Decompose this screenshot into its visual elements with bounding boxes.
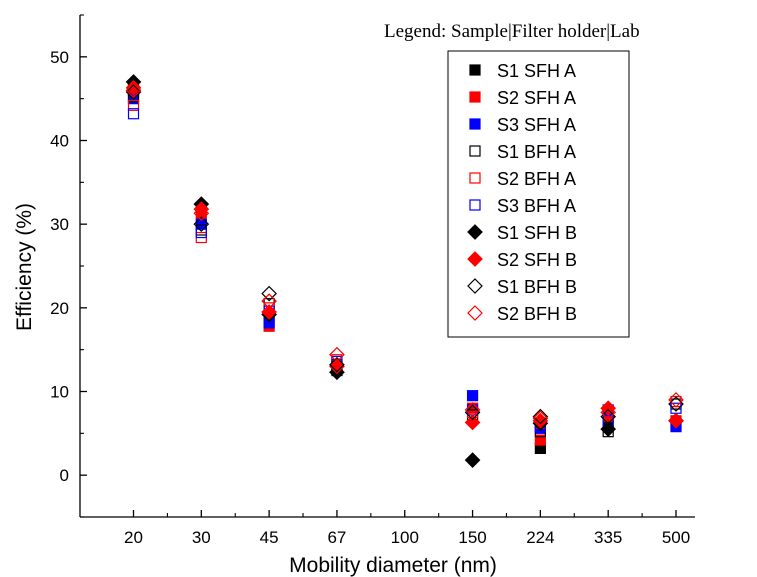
legend: S1 SFH A S2 SFH A S3 SFH A S1 BFH A S2 BFH A… xyxy=(447,50,630,338)
data-point xyxy=(668,412,684,429)
legend-items: S1 SFH A S2 SFH A S3 SFH A S1 BFH A S2 BFH A… xyxy=(467,61,577,324)
legend-label: S2 BFH A xyxy=(497,169,576,189)
data-point xyxy=(193,201,210,217)
data-point xyxy=(195,226,207,239)
legend-marker xyxy=(467,251,483,267)
data-point xyxy=(329,358,345,375)
y-tick-label: 50 xyxy=(50,48,69,67)
data-point xyxy=(329,346,345,363)
y-tick-label: 40 xyxy=(50,132,69,151)
legend-marker xyxy=(469,145,481,157)
x-tick-label: 335 xyxy=(594,528,622,547)
x-tick-label: 500 xyxy=(662,528,690,547)
data-point xyxy=(532,408,549,425)
legend-label: S1 SFH A xyxy=(497,61,576,81)
legend-marker xyxy=(469,172,481,184)
data-point xyxy=(466,390,479,402)
data-point xyxy=(193,216,210,233)
x-tick-label: 224 xyxy=(526,528,554,547)
legend-label: S3 SFH A xyxy=(497,115,576,135)
x-tick-label: 20 xyxy=(124,528,143,547)
legend-label: S1 BFH A xyxy=(497,142,576,162)
legend-marker xyxy=(469,64,481,76)
data-point xyxy=(125,82,142,99)
y-tick-label: 0 xyxy=(60,466,69,485)
x-tick-group: 20 30 45 67 100 150 224 335 500 xyxy=(124,510,690,547)
x-tick-label: 100 xyxy=(391,528,419,547)
data-point xyxy=(534,434,546,446)
data-point xyxy=(125,79,142,96)
legend-marker xyxy=(467,278,483,294)
y-axis-label: Efficiency (%) xyxy=(13,203,36,331)
data-point xyxy=(600,404,617,421)
legend-label: S2 BFH B xyxy=(497,304,577,324)
x-tick-label: 67 xyxy=(327,528,346,547)
legend-marker xyxy=(469,118,481,130)
data-point xyxy=(127,108,140,120)
y-tick-label: 20 xyxy=(50,299,69,318)
legend-label: S1 BFH B xyxy=(497,277,577,297)
legend-marker xyxy=(467,224,483,240)
x-tick-label: 45 xyxy=(260,528,279,547)
data-point xyxy=(261,304,277,320)
x-tick-label: 30 xyxy=(192,528,211,547)
data-point xyxy=(668,392,684,408)
data-point xyxy=(464,414,481,431)
data-point xyxy=(127,99,140,111)
legend-annotation: Legend: Sample|Filter holder|Lab xyxy=(384,21,640,42)
data-point xyxy=(195,218,207,230)
legend-marker xyxy=(469,91,481,103)
y-tick-group: 0 10 20 30 40 50 xyxy=(50,14,87,518)
data-point xyxy=(600,400,617,417)
data-point xyxy=(125,84,142,100)
data-point xyxy=(261,285,277,302)
legend-label: S3 BFH A xyxy=(497,196,576,216)
data-point xyxy=(261,293,277,309)
legend-label: S1 SFH B xyxy=(497,223,577,243)
data-point xyxy=(464,404,481,421)
x-tick-label: 150 xyxy=(458,528,486,547)
data-point xyxy=(464,402,481,418)
data-point xyxy=(464,452,481,468)
legend-label: S2 SFH B xyxy=(497,250,577,270)
x-axis-label: Mobility diameter (nm) xyxy=(289,554,497,577)
data-point xyxy=(329,356,345,373)
y-tick-label: 10 xyxy=(50,383,69,402)
legend-marker xyxy=(469,199,481,211)
data-point xyxy=(532,410,549,427)
legend-marker xyxy=(467,305,483,321)
y-tick-label: 30 xyxy=(50,215,69,234)
data-points xyxy=(125,74,684,468)
data-point xyxy=(600,421,617,437)
legend-label: S2 SFH A xyxy=(497,88,576,108)
data-point xyxy=(193,205,210,222)
